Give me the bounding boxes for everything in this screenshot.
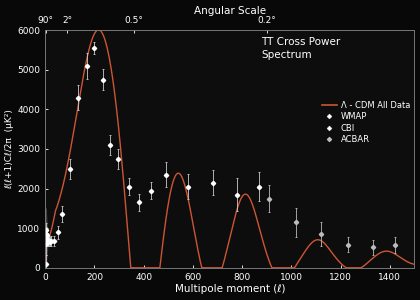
X-axis label: Angular Scale: Angular Scale	[194, 6, 266, 16]
Y-axis label: ℓ(ℓ+1)Cℓ/2π  (μK²): ℓ(ℓ+1)Cℓ/2π (μK²)	[5, 109, 15, 189]
X-axis label: Multipole moment (ℓ): Multipole moment (ℓ)	[175, 284, 285, 294]
Legend: Λ - CDM All Data, WMAP, CBI, ACBAR: Λ - CDM All Data, WMAP, CBI, ACBAR	[322, 101, 410, 144]
Text: TT Cross Power
Spectrum: TT Cross Power Spectrum	[261, 37, 341, 60]
